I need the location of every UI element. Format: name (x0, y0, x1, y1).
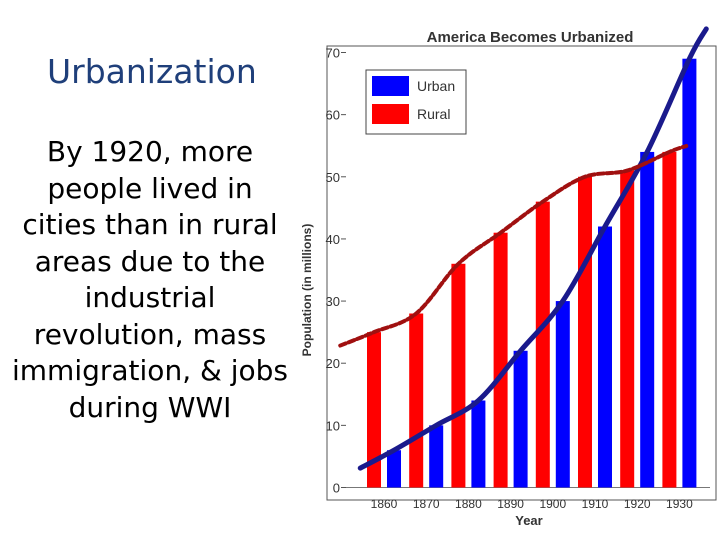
urban-trend-line (357, 26, 709, 471)
rural-bar (535, 201, 550, 488)
rural-bar (493, 232, 508, 488)
rural-bar (620, 170, 635, 488)
rural-bar (662, 151, 677, 488)
x-tick-label: 1870 (413, 497, 440, 511)
y-tick-label: 40 (326, 232, 340, 247)
urban-legend-label: Urban (417, 78, 455, 94)
urban-bar (471, 400, 486, 488)
rural-bar (451, 263, 466, 488)
rural-bar (578, 176, 592, 488)
chart-title: America Becomes Urbanized (427, 29, 634, 46)
x-tick-label: 1890 (497, 497, 524, 511)
y-tick-label: 10 (326, 418, 340, 433)
x-tick-label: 1860 (371, 497, 398, 511)
urban-bar (555, 301, 570, 488)
x-tick-label: 1900 (539, 497, 566, 511)
slide-title: Urbanization (47, 52, 257, 91)
slide-body-text: By 1920, more people lived in cities tha… (12, 135, 288, 424)
urbanization-chart: America Becomes Urbanized Year Populatio… (300, 26, 717, 528)
y-tick-label: 60 (326, 108, 340, 123)
urban-legend-swatch (372, 76, 409, 96)
urban-bar (387, 450, 401, 488)
rural-trend-line (338, 143, 689, 348)
y-tick-label: 50 (326, 170, 340, 185)
chart-frame (326, 45, 717, 501)
urban-bar (513, 350, 528, 488)
urban-bar (598, 226, 612, 488)
y-axis-label: Population (in millions) (300, 224, 314, 357)
x-tick-label: 1920 (624, 497, 651, 511)
y-tick-label: 0 (333, 481, 340, 496)
x-tick-label: 1880 (455, 497, 482, 511)
y-tick-label: 20 (326, 356, 340, 371)
urban-bar (429, 425, 444, 488)
x-tick-label: 1930 (666, 497, 693, 511)
x-axis-label: Year (515, 513, 542, 528)
y-tick-label: 70 (326, 46, 340, 61)
urban-bar (682, 58, 697, 488)
rural-bar (409, 313, 424, 488)
rural-legend-swatch (372, 104, 409, 124)
rural-legend-label: Rural (417, 106, 450, 122)
urban-bar (640, 151, 655, 488)
y-tick-label: 30 (326, 294, 340, 309)
rural-bar (367, 332, 381, 488)
x-tick-label: 1910 (582, 497, 609, 511)
